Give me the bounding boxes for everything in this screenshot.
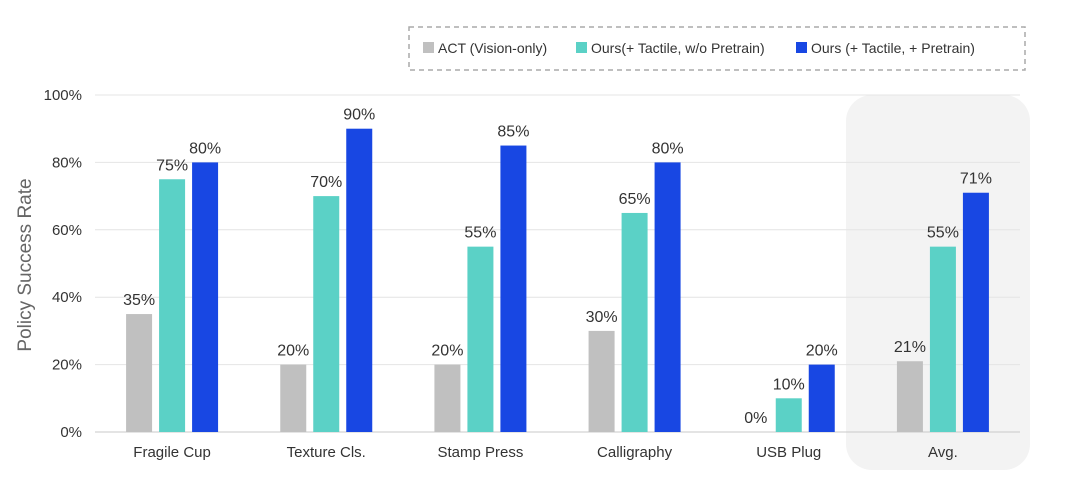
bar [467,246,494,432]
bar [126,314,153,432]
legend-swatch [576,42,587,53]
y-tick-label: 100% [44,87,82,104]
x-category-label: Stamp Press [437,444,523,461]
y-axis-label: Policy Success Rate [15,178,36,351]
bar [280,364,307,432]
bar [346,128,373,432]
x-category-label: Calligraphy [597,444,673,461]
legend-label: Ours(+ Tactile, w/o Pretrain) [591,40,765,56]
legend-label: ACT (Vision-only) [438,40,547,56]
bar [808,364,835,432]
legend: ACT (Vision-only) Ours(+ Tactile, w/o Pre… [408,26,1026,71]
data-label: 80% [189,140,221,157]
data-label: 71% [960,171,992,188]
y-tick-label: 40% [52,289,82,306]
legend-border [408,26,1026,71]
bar [962,192,989,432]
data-label: 65% [619,191,651,208]
gridlines [95,94,1020,433]
bar [929,246,956,432]
y-tick-label: 0% [60,424,82,441]
data-label: 80% [652,140,684,157]
y-tick-label: 80% [52,154,82,171]
bar [500,145,527,433]
data-label: 20% [806,343,838,360]
data-label: 70% [310,174,342,191]
bar [654,162,681,432]
bar [588,330,615,432]
data-label: 90% [343,107,375,124]
data-label: 10% [773,376,805,393]
x-category-label: USB Plug [756,444,821,461]
bar [621,212,648,432]
bar [313,196,340,432]
legend-label: Ours (+ Tactile, + Pretrain) [811,40,975,56]
bar [775,398,802,432]
data-label: 55% [464,225,496,242]
data-label: 30% [586,309,618,326]
x-axis-categories: Fragile Cup Texture Cls. Stamp Press Callig… [133,444,957,461]
bars [126,128,989,433]
x-category-label: Fragile Cup [133,444,211,461]
x-category-label: Texture Cls. [287,444,366,461]
bar [192,162,219,432]
legend-swatch [796,42,807,53]
y-tick-label: 20% [52,357,82,374]
data-label: 85% [497,124,529,141]
y-tick-label: 60% [52,222,82,239]
bar [159,179,186,432]
bar [434,364,461,432]
data-label: 55% [927,225,959,242]
y-axis-ticks: 0% 20% 40% 60% 80% 100% [44,87,82,441]
data-label: 75% [156,157,188,174]
data-labels: 35%75%80%20%70%90%20%55%85%30%65%80%0%10… [123,107,992,427]
data-label: 35% [123,292,155,309]
bar [896,361,923,432]
data-label: 20% [277,343,309,360]
legend-swatch [423,42,434,53]
data-label: 0% [744,410,767,427]
data-label: 20% [431,343,463,360]
x-category-label: Avg. [928,444,958,461]
data-label: 21% [894,339,926,356]
